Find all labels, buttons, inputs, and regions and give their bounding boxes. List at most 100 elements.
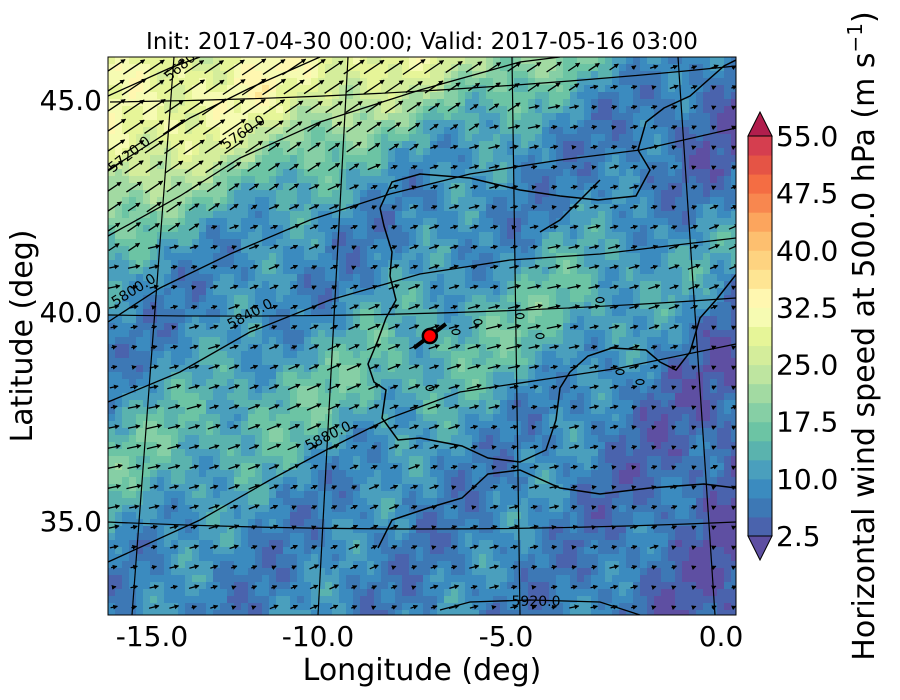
colorbar-extend-max: [747, 110, 773, 137]
wind-arrow: [610, 604, 618, 610]
wind-arrow: [690, 444, 698, 450]
wind-arrow: [411, 565, 417, 570]
wind-arrow: [387, 122, 402, 132]
wind-arrow: [329, 204, 340, 210]
wind-arrow: [648, 284, 661, 290]
wind-arrow: [507, 62, 521, 72]
wind-arrow: [209, 484, 219, 490]
wind-arrow: [410, 164, 418, 170]
wind-arrow: [188, 364, 200, 370]
wind-arrow: [708, 244, 720, 250]
wind-arrow: [711, 165, 717, 171]
wind-arrow: [367, 163, 381, 171]
wind-arrow: [346, 141, 362, 153]
wind-arrow: [550, 364, 558, 370]
wind-arrow: [389, 424, 399, 430]
colorbar-segment: [748, 516, 772, 537]
colorbar-segment: [748, 250, 772, 270]
wind-arrow: [511, 484, 518, 490]
wind-arrow: [711, 525, 717, 531]
wind-arrow: [350, 445, 358, 450]
wind-arrow: [609, 344, 620, 350]
wind-arrow: [589, 244, 600, 250]
wind-arrow: [251, 605, 257, 611]
wind-arrow: [531, 584, 537, 590]
wind-arrow: [590, 184, 599, 190]
wind-arrow: [149, 484, 159, 490]
wind-arrow: [108, 222, 121, 232]
wind-arrow: [123, 139, 145, 155]
wind-arrow: [569, 444, 580, 450]
wind-arrow: [169, 604, 180, 610]
wind-arrow: [266, 423, 282, 431]
wind-arrow: [108, 58, 126, 72]
wind-arrow: [365, 101, 383, 113]
wind-arrow: [588, 304, 600, 310]
contour-line: [108, 343, 736, 563]
wind-arrow: [108, 304, 120, 310]
wind-arrow: [650, 364, 659, 370]
wind-arrow: [131, 365, 137, 370]
wind-arrow: [511, 224, 517, 230]
wind-arrow: [467, 304, 481, 310]
wind-arrow: [611, 525, 617, 530]
wind-arrow: [429, 444, 439, 450]
wind-arrow: [149, 584, 159, 590]
wind-arrow: [309, 464, 319, 470]
wind-arrow: [127, 222, 141, 232]
colorbar-segment: [748, 459, 772, 480]
wind-arrow: [208, 202, 220, 212]
wind-arrow: [370, 545, 378, 550]
wind-arrow: [324, 80, 344, 94]
wind-arrow: [241, 58, 267, 76]
wind-arrow: [150, 524, 158, 530]
wind-arrow: [469, 284, 479, 290]
plot-area: 5680.05720.05760.05800.05840.05880.05920…: [108, 57, 736, 615]
wind-arrow: [569, 604, 580, 610]
wind-arrow: [546, 61, 562, 73]
wind-arrow: [208, 384, 220, 390]
wind-arrow: [691, 465, 697, 470]
wind-arrow: [651, 505, 658, 510]
wind-arrow: [489, 544, 499, 550]
wind-arrow: [449, 123, 459, 131]
colorbar-tick-label: 55.0: [776, 120, 838, 153]
wind-arrow: [711, 425, 717, 431]
wind-arrow: [410, 224, 419, 230]
wind-arrow: [511, 444, 518, 450]
wind-arrow: [346, 363, 362, 371]
wind-arrow: [224, 140, 244, 154]
wind-arrow: [588, 264, 600, 270]
wind-arrow: [551, 184, 558, 190]
wind-arrow: [348, 163, 360, 171]
wind-arrow: [531, 185, 537, 190]
wind-arrow: [351, 245, 357, 250]
wind-arrow: [487, 82, 501, 92]
wind-arrow: [450, 464, 458, 470]
wind-arrow: [164, 100, 184, 114]
wind-arrow: [210, 304, 218, 310]
wind-arrow: [370, 264, 378, 270]
wind-arrow: [547, 264, 561, 269]
wind-arrow: [351, 485, 357, 490]
wind-arrow: [370, 605, 377, 611]
wind-arrow: [709, 284, 720, 290]
wind-arrow: [711, 385, 717, 391]
wind-arrow: [470, 584, 478, 590]
wind-arrow: [327, 183, 341, 191]
wind-arrow: [169, 524, 179, 530]
wind-arrow: [651, 585, 657, 591]
colorbar-segment: [748, 402, 772, 423]
wind-arrow: [730, 285, 736, 291]
wind-arrow: [387, 363, 401, 371]
wind-arrow: [110, 364, 118, 370]
wind-arrow: [368, 364, 380, 370]
wind-arrow: [347, 383, 362, 391]
wind-arrow: [730, 145, 736, 151]
wind-arrow: [407, 383, 421, 390]
wind-arrow: [308, 244, 320, 250]
y-tick-label: 35.0: [40, 505, 102, 538]
wind-arrow: [510, 544, 519, 550]
wind-arrow: [630, 84, 638, 90]
wind-arrow: [290, 304, 298, 310]
